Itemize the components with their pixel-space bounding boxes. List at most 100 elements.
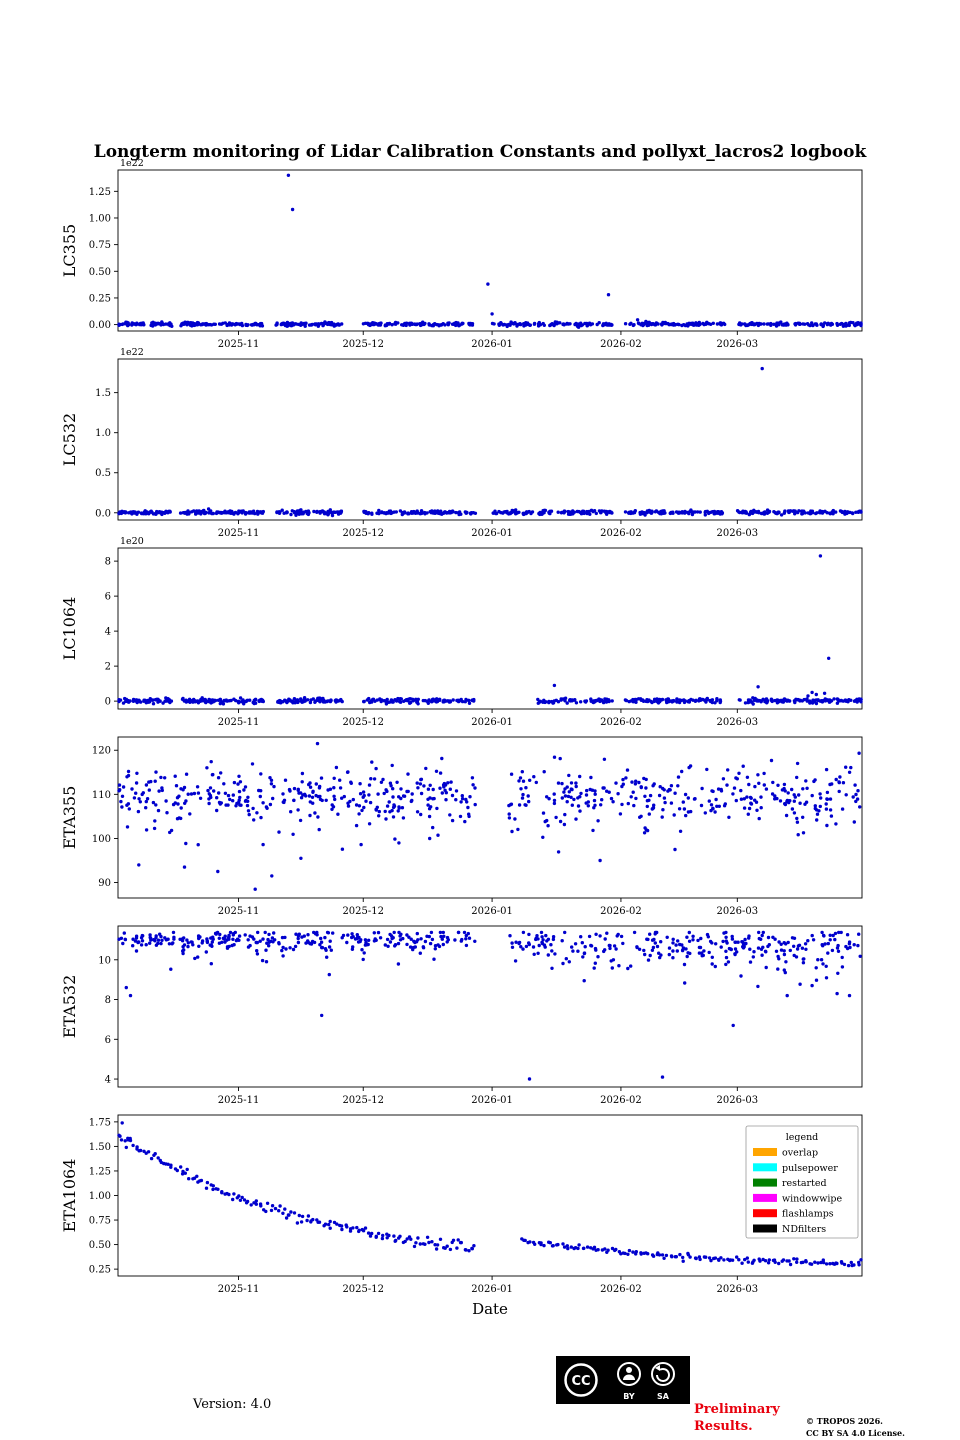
svg-text:6: 6 (105, 1035, 111, 1046)
subplot-ETA1064: 0.25 0.50 0.75 1.00 1.25 1.50 1.75 2025-11 2025-… (60, 1114, 863, 1295)
svg-text:90: 90 (98, 878, 111, 889)
svg-text:2025-12: 2025-12 (342, 528, 384, 539)
svg-text:100: 100 (92, 834, 111, 845)
y-axis-label-ETA1064: ETA1064 (60, 1159, 79, 1233)
y-axis-label-LC532: LC532 (60, 413, 79, 466)
subplot-LC532: 0.0 0.5 1.0 1.5 1e22 2025-11 2025-12 2026-01 202… (60, 347, 863, 539)
points-LC355 (117, 173, 863, 329)
svg-text:0.5: 0.5 (95, 468, 111, 479)
svg-text:2026-02: 2026-02 (600, 1095, 642, 1106)
preliminary-text: Preliminary Results. (694, 1402, 780, 1436)
svg-text:2025-11: 2025-11 (218, 717, 260, 728)
points-ETA355 (117, 741, 862, 891)
offset-label-LC1064: 1e20 (120, 536, 144, 547)
svg-text:2026-03: 2026-03 (717, 717, 759, 728)
page-title: Longterm monitoring of Lidar Calibration… (93, 142, 867, 162)
x-axis-label: Date (472, 1300, 508, 1318)
svg-text:0.50: 0.50 (89, 1240, 111, 1251)
points-LC532 (117, 366, 863, 518)
svg-text:2026-01: 2026-01 (471, 1284, 513, 1295)
svg-text:1.00: 1.00 (89, 1191, 111, 1202)
svg-text:1.00: 1.00 (89, 213, 111, 224)
svg-text:0.25: 0.25 (89, 1265, 111, 1276)
svg-text:2025-11: 2025-11 (218, 1095, 260, 1106)
svg-text:2026-03: 2026-03 (717, 528, 759, 539)
svg-text:2026-02: 2026-02 (600, 339, 642, 350)
svg-text:2026-01: 2026-01 (471, 906, 513, 917)
svg-text:2026-02: 2026-02 (600, 906, 642, 917)
svg-text:2026-03: 2026-03 (717, 906, 759, 917)
version-text: Version: 4.0 (193, 1397, 272, 1412)
svg-text:0.25: 0.25 (89, 293, 111, 304)
offset-label-LC532: 1e22 (120, 347, 144, 358)
points-LC1064 (117, 554, 863, 706)
points-ETA1064 (117, 1121, 863, 1268)
svg-text:CC: CC (571, 1374, 590, 1389)
svg-text:8: 8 (105, 557, 111, 568)
svg-text:SA: SA (657, 1392, 670, 1401)
svg-text:6: 6 (105, 592, 111, 603)
svg-text:2026-02: 2026-02 (600, 717, 642, 728)
svg-text:2025-12: 2025-12 (342, 1284, 384, 1295)
svg-text:0.0: 0.0 (95, 508, 111, 519)
svg-text:120: 120 (92, 746, 111, 757)
y-axis-label-ETA355: ETA355 (60, 786, 79, 850)
svg-text:1.50: 1.50 (89, 1142, 111, 1153)
by-icon: BY (617, 1362, 641, 1401)
subplot-ETA532: 4 6 8 10 2025-11 2025-12 2026-01 2026-02 2026-03… (60, 925, 863, 1106)
legend-swatch-overlap (753, 1148, 777, 1156)
svg-text:2025-11: 2025-11 (218, 339, 260, 350)
subplot-LC355: 0.00 0.25 0.50 0.75 1.00 1.25 1e22 2025-11 2025-… (60, 158, 863, 350)
svg-text:2025-11: 2025-11 (218, 906, 260, 917)
cc-license-badge: CC BY SA (556, 1356, 690, 1404)
svg-text:2025-12: 2025-12 (342, 906, 384, 917)
points-ETA532 (117, 930, 862, 1081)
svg-text:2026-01: 2026-01 (471, 339, 513, 350)
svg-text:2025-12: 2025-12 (342, 339, 384, 350)
copyright-text: © TROPOS 2026. CC BY SA 4.0 License. (806, 1416, 905, 1439)
legend-box: legend overlap pulsepower restarted windowwi… (745, 1125, 859, 1239)
svg-text:1.5: 1.5 (95, 388, 111, 399)
svg-text:10: 10 (98, 955, 111, 966)
svg-text:2026-02: 2026-02 (600, 1284, 642, 1295)
legend-label-pulsepower: pulsepower (782, 1163, 838, 1174)
svg-text:0: 0 (105, 697, 111, 708)
svg-text:0.50: 0.50 (89, 267, 111, 278)
y-axis-label-LC1064: LC1064 (60, 597, 79, 661)
copyright-line1: © TROPOS 2026. (806, 1416, 883, 1426)
legend-label-overlap: overlap (782, 1148, 818, 1159)
legend-label-restarted: restarted (782, 1178, 827, 1189)
svg-text:2026-03: 2026-03 (717, 1284, 759, 1295)
svg-text:1.25: 1.25 (89, 187, 111, 198)
svg-text:2025-11: 2025-11 (218, 1284, 260, 1295)
svg-text:4: 4 (105, 627, 111, 638)
svg-text:0.75: 0.75 (89, 1216, 111, 1227)
svg-text:1.25: 1.25 (89, 1166, 111, 1177)
preliminary-line2: Results. (694, 1418, 753, 1434)
svg-text:4: 4 (105, 1075, 111, 1086)
svg-text:2026-01: 2026-01 (471, 528, 513, 539)
svg-text:2: 2 (105, 662, 111, 673)
svg-text:2025-11: 2025-11 (218, 528, 260, 539)
preliminary-line1: Preliminary (694, 1402, 780, 1417)
offset-label-LC355: 1e22 (120, 158, 144, 169)
legend-swatch-pulsepower (753, 1163, 777, 1172)
svg-text:0.75: 0.75 (89, 240, 111, 251)
subplot-LC1064: 0 2 4 6 8 1e20 2025-11 2025-12 2026-01 2026-02 202… (60, 536, 863, 728)
svg-text:2025-12: 2025-12 (342, 717, 384, 728)
legend-swatch-NDfilters (753, 1224, 777, 1233)
legend-swatch-restarted (753, 1178, 777, 1187)
legend-label-flashlamps: flashlamps (782, 1209, 834, 1220)
svg-text:1.75: 1.75 (89, 1117, 111, 1128)
y-axis-label-LC355: LC355 (60, 224, 79, 277)
svg-text:2026-01: 2026-01 (471, 1095, 513, 1106)
y-axis-label-ETA532: ETA532 (60, 975, 79, 1039)
svg-text:110: 110 (92, 790, 111, 801)
svg-text:2025-12: 2025-12 (342, 1095, 384, 1106)
legend-swatch-windowwipe (753, 1193, 777, 1202)
svg-text:2026-03: 2026-03 (717, 339, 759, 350)
svg-text:2026-01: 2026-01 (471, 717, 513, 728)
legend-label-NDfilters: NDfilters (782, 1224, 826, 1235)
svg-text:8: 8 (105, 995, 111, 1006)
